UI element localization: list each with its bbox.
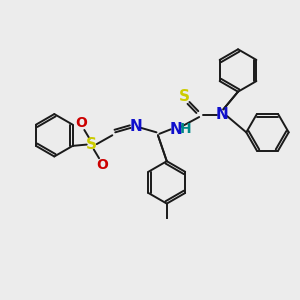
Text: S: S [86,136,97,152]
Text: O: O [96,158,108,172]
Text: O: O [76,116,87,130]
Text: S: S [179,89,190,104]
Text: N: N [215,107,228,122]
Text: N: N [130,119,142,134]
Text: H: H [180,122,192,136]
Text: N: N [169,122,182,137]
